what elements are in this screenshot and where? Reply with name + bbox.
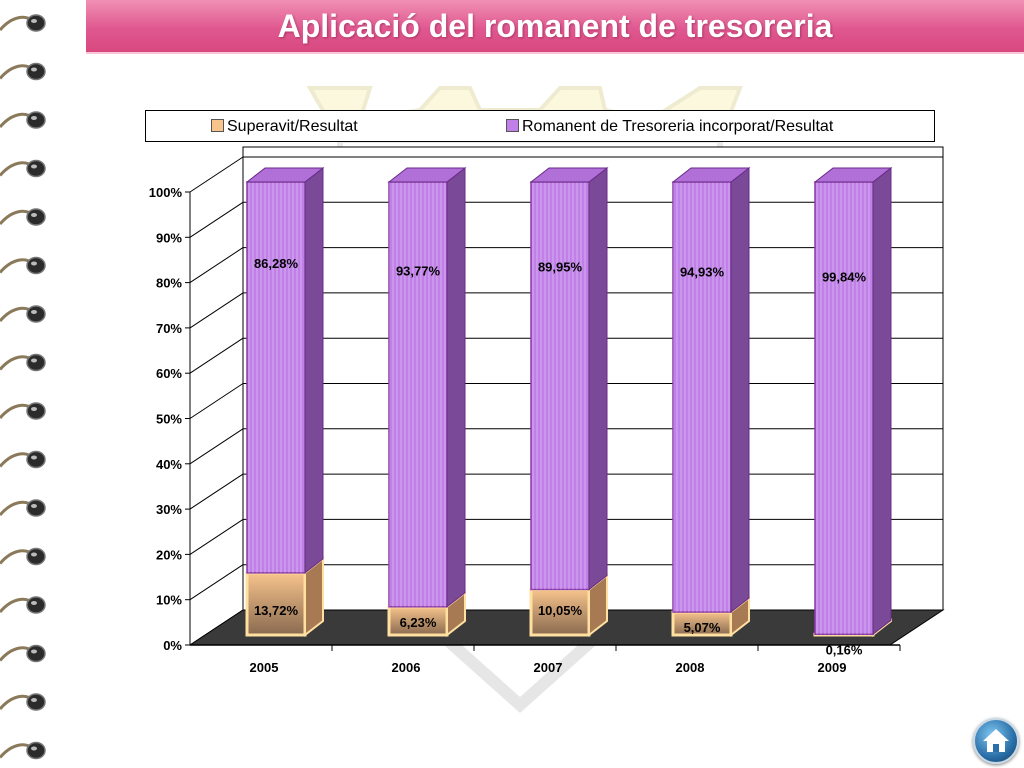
data-label-remnant-2005: 86,28% — [254, 256, 299, 271]
y-tick-label: 40% — [156, 457, 182, 472]
grid-diagonal — [189, 564, 244, 601]
y-tick-label: 10% — [156, 593, 182, 608]
slide-title: Aplicació del romanent de tresoreria — [277, 8, 833, 44]
legend-item-remnant: Romanent de Tresoreria incorporat/Result… — [506, 118, 833, 136]
legend-swatch-surplus — [211, 119, 224, 132]
grid-diagonal — [189, 156, 244, 193]
x-tick-label-2008: 2008 — [676, 660, 705, 675]
data-label-remnant-2007: 89,95% — [538, 260, 583, 275]
data-label-remnant-2008: 94,93% — [680, 265, 725, 280]
spiral-ring — [0, 14, 46, 32]
grid-diagonal — [189, 473, 244, 510]
spiral-ring — [0, 256, 46, 275]
data-label-surplus-2005: 13,72% — [254, 603, 299, 618]
y-tick-label: 0% — [163, 638, 182, 653]
x-tick-label-2006: 2006 — [392, 660, 421, 675]
home-button[interactable] — [973, 718, 1019, 764]
grid-diagonal — [189, 247, 244, 284]
spiral-ring — [0, 62, 46, 81]
y-tick-label: 50% — [156, 412, 182, 427]
spiral-ring — [0, 741, 46, 760]
bar-remnant-2007 — [529, 166, 609, 591]
spiral-ring — [0, 644, 46, 663]
y-tick-label: 60% — [156, 366, 182, 381]
data-label-surplus-2008: 5,07% — [684, 620, 721, 635]
y-tick-label: 30% — [156, 502, 182, 517]
legend-swatch-remnant — [506, 119, 519, 132]
grid-diagonal — [189, 518, 244, 555]
x-tick-label-2005: 2005 — [250, 660, 279, 675]
spiral-ring — [0, 305, 46, 323]
legend-item-surplus: Superavit/Resultat — [211, 118, 358, 136]
bar-remnant-2008 — [671, 166, 751, 614]
spiral-ring — [0, 353, 46, 372]
spiral-ring — [0, 596, 46, 614]
home-icon — [983, 729, 1009, 752]
grid-diagonal — [189, 337, 244, 374]
grid-diagonal — [189, 201, 244, 238]
x-tick-label-2007: 2007 — [534, 660, 563, 675]
legend-label-remnant: Romanent de Tresoreria incorporat/Result… — [522, 118, 834, 135]
spiral-ring — [0, 450, 46, 469]
spiral-ring — [0, 208, 46, 226]
bar-remnant-2009 — [813, 166, 893, 636]
spiral-ring — [0, 111, 46, 129]
y-tick-label: 20% — [156, 547, 182, 562]
bar-remnant-2005 — [245, 166, 325, 574]
y-tick-label: 70% — [156, 321, 182, 336]
spiral-ring — [0, 159, 46, 178]
spiral-ring — [0, 547, 46, 566]
data-label-surplus-2007: 10,05% — [538, 603, 583, 618]
legend-label-surplus: Superavit/Resultat — [227, 118, 358, 135]
spiral-ring — [0, 499, 46, 517]
bar-remnant-2006 — [387, 166, 467, 608]
title-bar: Aplicació del romanent de tresoreria — [86, 0, 1024, 54]
chart-legend: Superavit/Resultat Romanent de Tresoreri… — [145, 110, 935, 142]
y-tick-label: 80% — [156, 276, 182, 291]
y-tick-label: 100% — [149, 185, 183, 200]
data-label-remnant-2006: 93,77% — [396, 263, 441, 278]
data-label-remnant-2009: 99,84% — [822, 270, 867, 285]
y-tick-label: 90% — [156, 230, 182, 245]
spiral-ring — [0, 693, 46, 711]
x-tick-label-2009: 2009 — [818, 660, 847, 675]
spiral-binding-icon — [0, 14, 46, 760]
grid-diagonal — [189, 292, 244, 329]
data-label-surplus-2009: 0,16% — [826, 642, 863, 657]
grid-diagonal — [189, 383, 244, 419]
grid-diagonal — [189, 428, 244, 465]
data-label-surplus-2006: 6,23% — [400, 615, 437, 630]
spiral-ring — [0, 402, 46, 420]
